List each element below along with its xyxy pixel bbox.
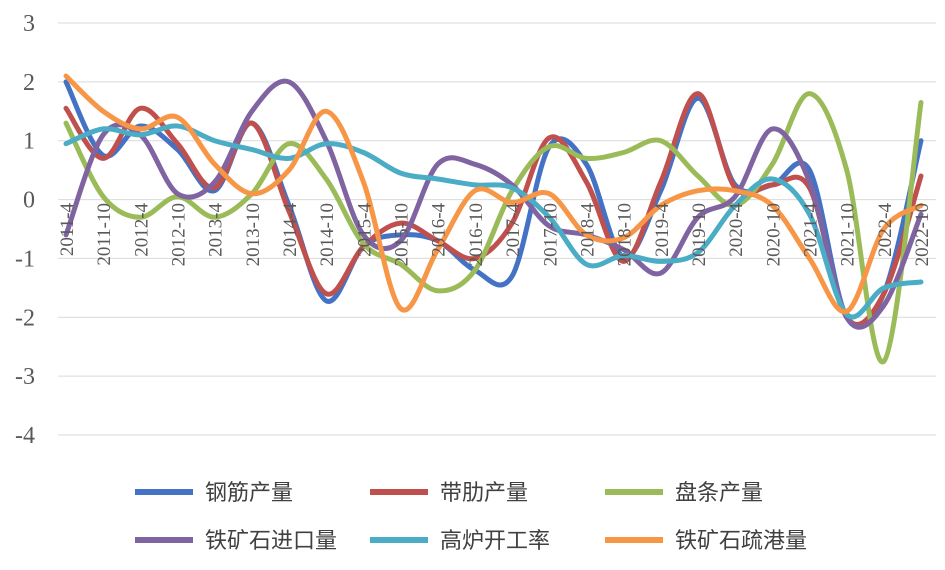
legend-label: 带肋产量 — [440, 481, 528, 506]
x-tick-label: 2011-10 — [94, 203, 115, 266]
legend-label: 铁矿石进口量 — [205, 529, 337, 554]
legend-label: 钢筋产量 — [205, 481, 293, 506]
legend-item-5: 高炉开工率 — [370, 529, 550, 554]
x-tick-label: 2014-10 — [317, 203, 338, 266]
series-line-5 — [63, 123, 924, 320]
legend-label: 铁矿石疏港量 — [675, 529, 807, 554]
y-tick-label: 0 — [23, 188, 35, 214]
gridlines — [58, 22, 936, 436]
x-tick-label: 2014-4 — [280, 202, 301, 256]
x-tick-label: 2018-10 — [615, 203, 636, 266]
x-tick-label: 2017-10 — [540, 203, 561, 266]
legend-label: 高炉开工率 — [440, 529, 550, 554]
y-axis-tick-labels: 3 2 1 0 -1 -2 -3 -4 — [15, 11, 35, 449]
x-tick-label: 2021-4 — [801, 203, 822, 257]
x-tick-label: 2015-10 — [392, 203, 413, 266]
y-tick-label: -4 — [15, 423, 35, 449]
y-tick-label: -1 — [15, 246, 35, 272]
x-tick-label: 2018-4 — [577, 202, 598, 256]
x-tick-label: 2013-10 — [243, 203, 264, 266]
x-tick-label: 2019-10 — [689, 203, 710, 266]
legend-item-6: 铁矿石疏港量 — [605, 529, 807, 554]
x-tick-label: 2016-4 — [429, 202, 450, 256]
series-line-4 — [63, 78, 924, 330]
x-tick-label: 2016-10 — [466, 203, 487, 266]
x-tick-label: 2019-4 — [652, 203, 673, 257]
legend-item-2: 带肋产量 — [370, 481, 528, 506]
x-tick-label: 2015-4 — [354, 203, 375, 257]
x-tick-label: 2013-4 — [206, 203, 227, 257]
y-tick-label: -2 — [15, 305, 35, 331]
x-tick-label: 2011-4 — [57, 203, 78, 257]
series-line-3 — [63, 91, 924, 364]
y-tick-label: -3 — [15, 364, 35, 390]
y-tick-label: 3 — [23, 11, 35, 37]
x-tick-label: 2022-4 — [875, 202, 896, 256]
y-tick-label: 2 — [23, 70, 35, 96]
x-tick-label: 2020-4 — [726, 202, 747, 256]
legend-item-1: 钢筋产量 — [135, 481, 293, 506]
legend-item-4: 铁矿石进口量 — [135, 529, 337, 554]
x-tick-label: 2021-10 — [838, 203, 859, 266]
x-tick-label: 2012-10 — [169, 203, 190, 266]
legend-item-3: 盘条产量 — [605, 481, 763, 506]
legend-label: 盘条产量 — [675, 481, 763, 506]
x-axis-tick-labels: 2011-4 2011-10 2012-4 2012-10 2013-4 2013-10 2… — [57, 202, 933, 266]
x-tick-label: 2017-4 — [503, 203, 524, 257]
x-tick-label: 2020-10 — [763, 203, 784, 266]
series-line-6 — [63, 73, 924, 314]
y-tick-label: 1 — [23, 129, 35, 155]
series-line-2 — [63, 91, 924, 327]
x-tick-label: 2022-10 — [912, 203, 933, 266]
x-tick-label: 2012-4 — [131, 202, 152, 256]
series-lines — [63, 73, 924, 364]
